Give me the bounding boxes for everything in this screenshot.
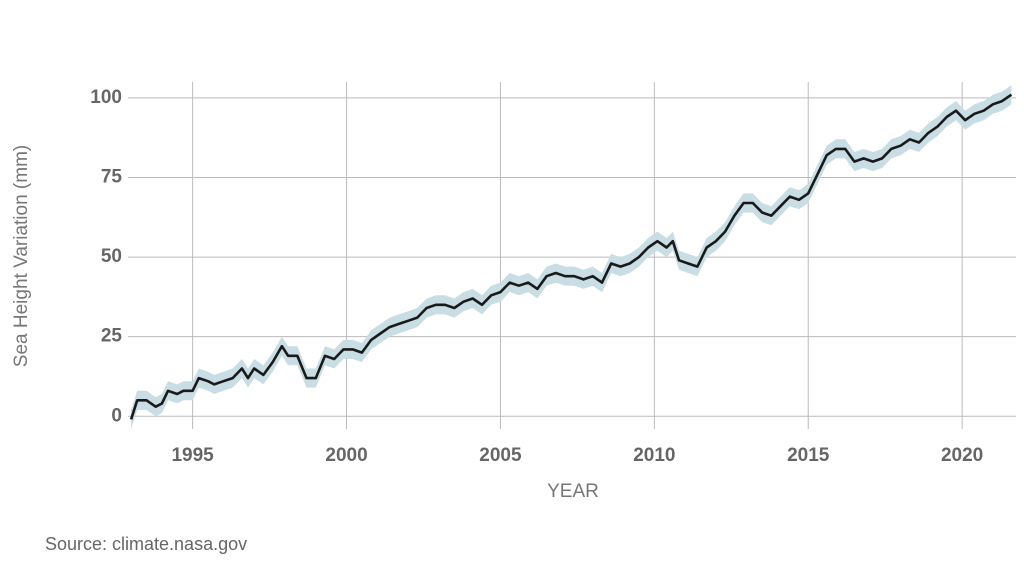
y-tick-label: 25 [101, 326, 123, 347]
x-tick-label: 2015 [787, 445, 830, 466]
y-tick-label: 0 [111, 405, 122, 426]
source-note: Source: climate.nasa.gov [45, 534, 247, 554]
y-tick-label: 75 [101, 167, 123, 188]
x-axis-label: YEAR [547, 481, 599, 502]
x-tick-label: 2005 [479, 445, 522, 466]
x-tick-label: 1995 [171, 445, 214, 466]
x-tick-label: 2020 [941, 445, 983, 466]
y-axis-label: Sea Height Variation (mm) [11, 145, 32, 367]
y-tick-label: 50 [101, 246, 122, 267]
x-tick-label: 2000 [325, 445, 367, 466]
y-tick-label: 100 [90, 87, 122, 108]
uncertainty-band [131, 85, 1012, 429]
data-line [129, 93, 1013, 420]
x-tick-label: 2010 [633, 445, 675, 466]
